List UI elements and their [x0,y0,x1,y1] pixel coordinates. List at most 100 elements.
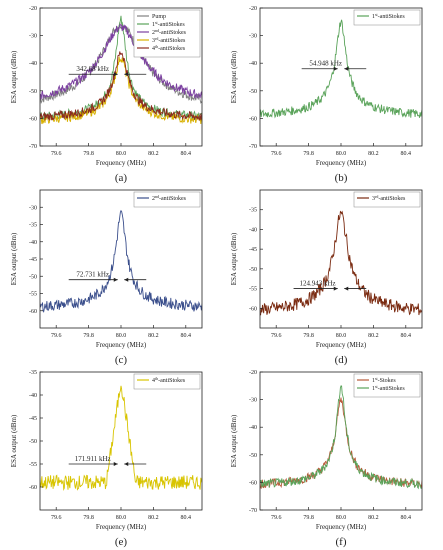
linewidth-annotation: 171.911 kHz [68,455,147,466]
y-axis-label: ESA output (dBm) [10,232,18,285]
x-tick-label: 80.0 [116,333,127,339]
series-line-5 [40,51,202,122]
legend: 1st-antiStokes [353,9,421,26]
y-axis-label: ESA output (dBm) [230,414,238,467]
x-axis-label: Frequency (MHz) [96,159,147,167]
plot-area [40,385,202,491]
legend-entry: 3rd-antiStokes [372,194,406,202]
y-tick-label: -35 [29,223,37,229]
x-tick-label: 79.8 [83,151,94,157]
x-tick-label: 79.6 [271,515,282,521]
annotation-text: 72.731 kHz [76,271,109,279]
legend-entry: 1st-Stokes [372,376,396,384]
x-tick-label: 80.4 [181,515,192,521]
x-tick-label: 80.0 [336,151,347,157]
linewidth-annotation: 54.948 kHz [301,60,367,71]
x-tick-label: 79.8 [303,333,314,339]
plot-area [260,385,422,490]
y-axis-label: ESA output (dBm) [10,50,18,103]
legend-entry: 1st-antiStokes [372,384,405,392]
x-tick-label: 79.6 [51,333,62,339]
x-axis-label: Frequency (MHz) [96,341,147,349]
x-tick-label: 79.6 [51,151,62,157]
y-tick-label: -20 [249,6,257,12]
x-tick-label: 79.8 [303,151,314,157]
plot-area [260,210,422,316]
y-tick-label: -60 [29,309,37,315]
plot-area [40,15,202,125]
annotation-arrowhead-right [124,277,129,282]
legend: Pump1st-antiStokes2nd-antiStokes3rd-anti… [133,9,201,58]
legend-entry: 3rd-antiStokes [152,36,186,44]
y-tick-label: -45 [29,257,37,263]
y-tick-label: -60 [249,306,257,312]
y-tick-label: -50 [29,439,37,445]
series-line-1 [260,397,422,489]
x-tick-label: 80.0 [116,515,127,521]
legend-box [353,9,421,26]
y-tick-label: -55 [29,462,37,468]
series-line-1 [260,210,422,316]
x-tick-label: 80.4 [401,151,412,157]
series-line-3 [40,24,202,100]
x-tick-label: 80.2 [368,515,379,521]
x-tick-label: 80.4 [401,515,412,521]
x-tick-label: 79.8 [83,515,94,521]
panel-label: (b) [335,172,348,184]
panel-b: 79.6 79.8 80.0 80.2 80.4 -20 -30 -40 -50 -60 -70 Fr… [230,6,423,184]
y-tick-label: -40 [249,227,257,233]
x-tick-label: 79.6 [271,333,282,339]
annotation-arrowhead-right [124,72,129,77]
x-tick-label: 80.0 [116,151,127,157]
y-tick-label: -60 [249,480,257,486]
x-tick-label: 80.0 [336,515,347,521]
legend-box [133,191,201,208]
y-tick-label: -50 [249,453,257,459]
x-tick-label: 80.2 [148,333,159,339]
y-tick-label: -60 [29,485,37,491]
legend-box [353,191,421,208]
panel-a: 79.6 79.8 80.0 80.2 80.4 -20 -30 -40 -50 -60 -70 Fr… [10,6,203,184]
y-tick-label: -55 [249,287,257,293]
y-tick-label: -30 [249,398,257,404]
x-tick-label: 80.2 [368,333,379,339]
legend: 2nd-antiStokes [133,191,201,208]
legend-box [133,373,201,390]
x-tick-label: 79.6 [271,151,282,157]
x-axis-label: Frequency (MHz) [316,523,367,531]
y-tick-label: -45 [29,416,37,422]
y-tick-label: -50 [249,89,257,95]
linewidth-annotation: 342.68 kHz [68,65,147,77]
y-tick-label: -60 [249,116,257,122]
x-axis-label: Frequency (MHz) [316,159,367,167]
y-tick-label: -60 [29,116,37,122]
y-tick-label: -30 [249,34,257,40]
x-tick-label: 80.4 [401,333,412,339]
x-tick-label: 80.4 [181,333,192,339]
series-line-1 [40,209,202,313]
plot-area [40,209,202,313]
annotation-arrowhead-right [124,462,129,466]
series-line-1 [40,385,202,491]
legend-entry: 2nd-antiStokes [152,28,187,36]
annotation-arrowhead-left [333,66,338,71]
panel-label: (f) [336,536,347,548]
y-tick-label: -70 [249,508,257,514]
panel-d: 79.6 79.8 80.0 80.2 80.4 -35 -40 -45 -50 -55 -60 Fr… [230,189,423,366]
x-tick-label: 80.2 [368,151,379,157]
legend-entry: 1st-antiStokes [372,12,405,20]
x-tick-label: 79.8 [303,515,314,521]
linewidth-annotation: 124.943 kHz [293,280,367,291]
y-tick-label: -40 [29,393,37,399]
y-tick-label: -70 [249,144,257,150]
linewidth-annotation: 72.731 kHz [68,271,147,282]
y-axis-label: ESA output (dBm) [230,50,238,103]
y-tick-label: -40 [29,61,37,67]
legend-box [133,9,201,58]
y-tick-label: -20 [29,6,37,12]
annotation-text: 342.68 kHz [76,65,109,73]
x-tick-label: 79.8 [83,333,94,339]
y-tick-label: -50 [29,89,37,95]
annotation-arrowhead-right [344,286,349,291]
